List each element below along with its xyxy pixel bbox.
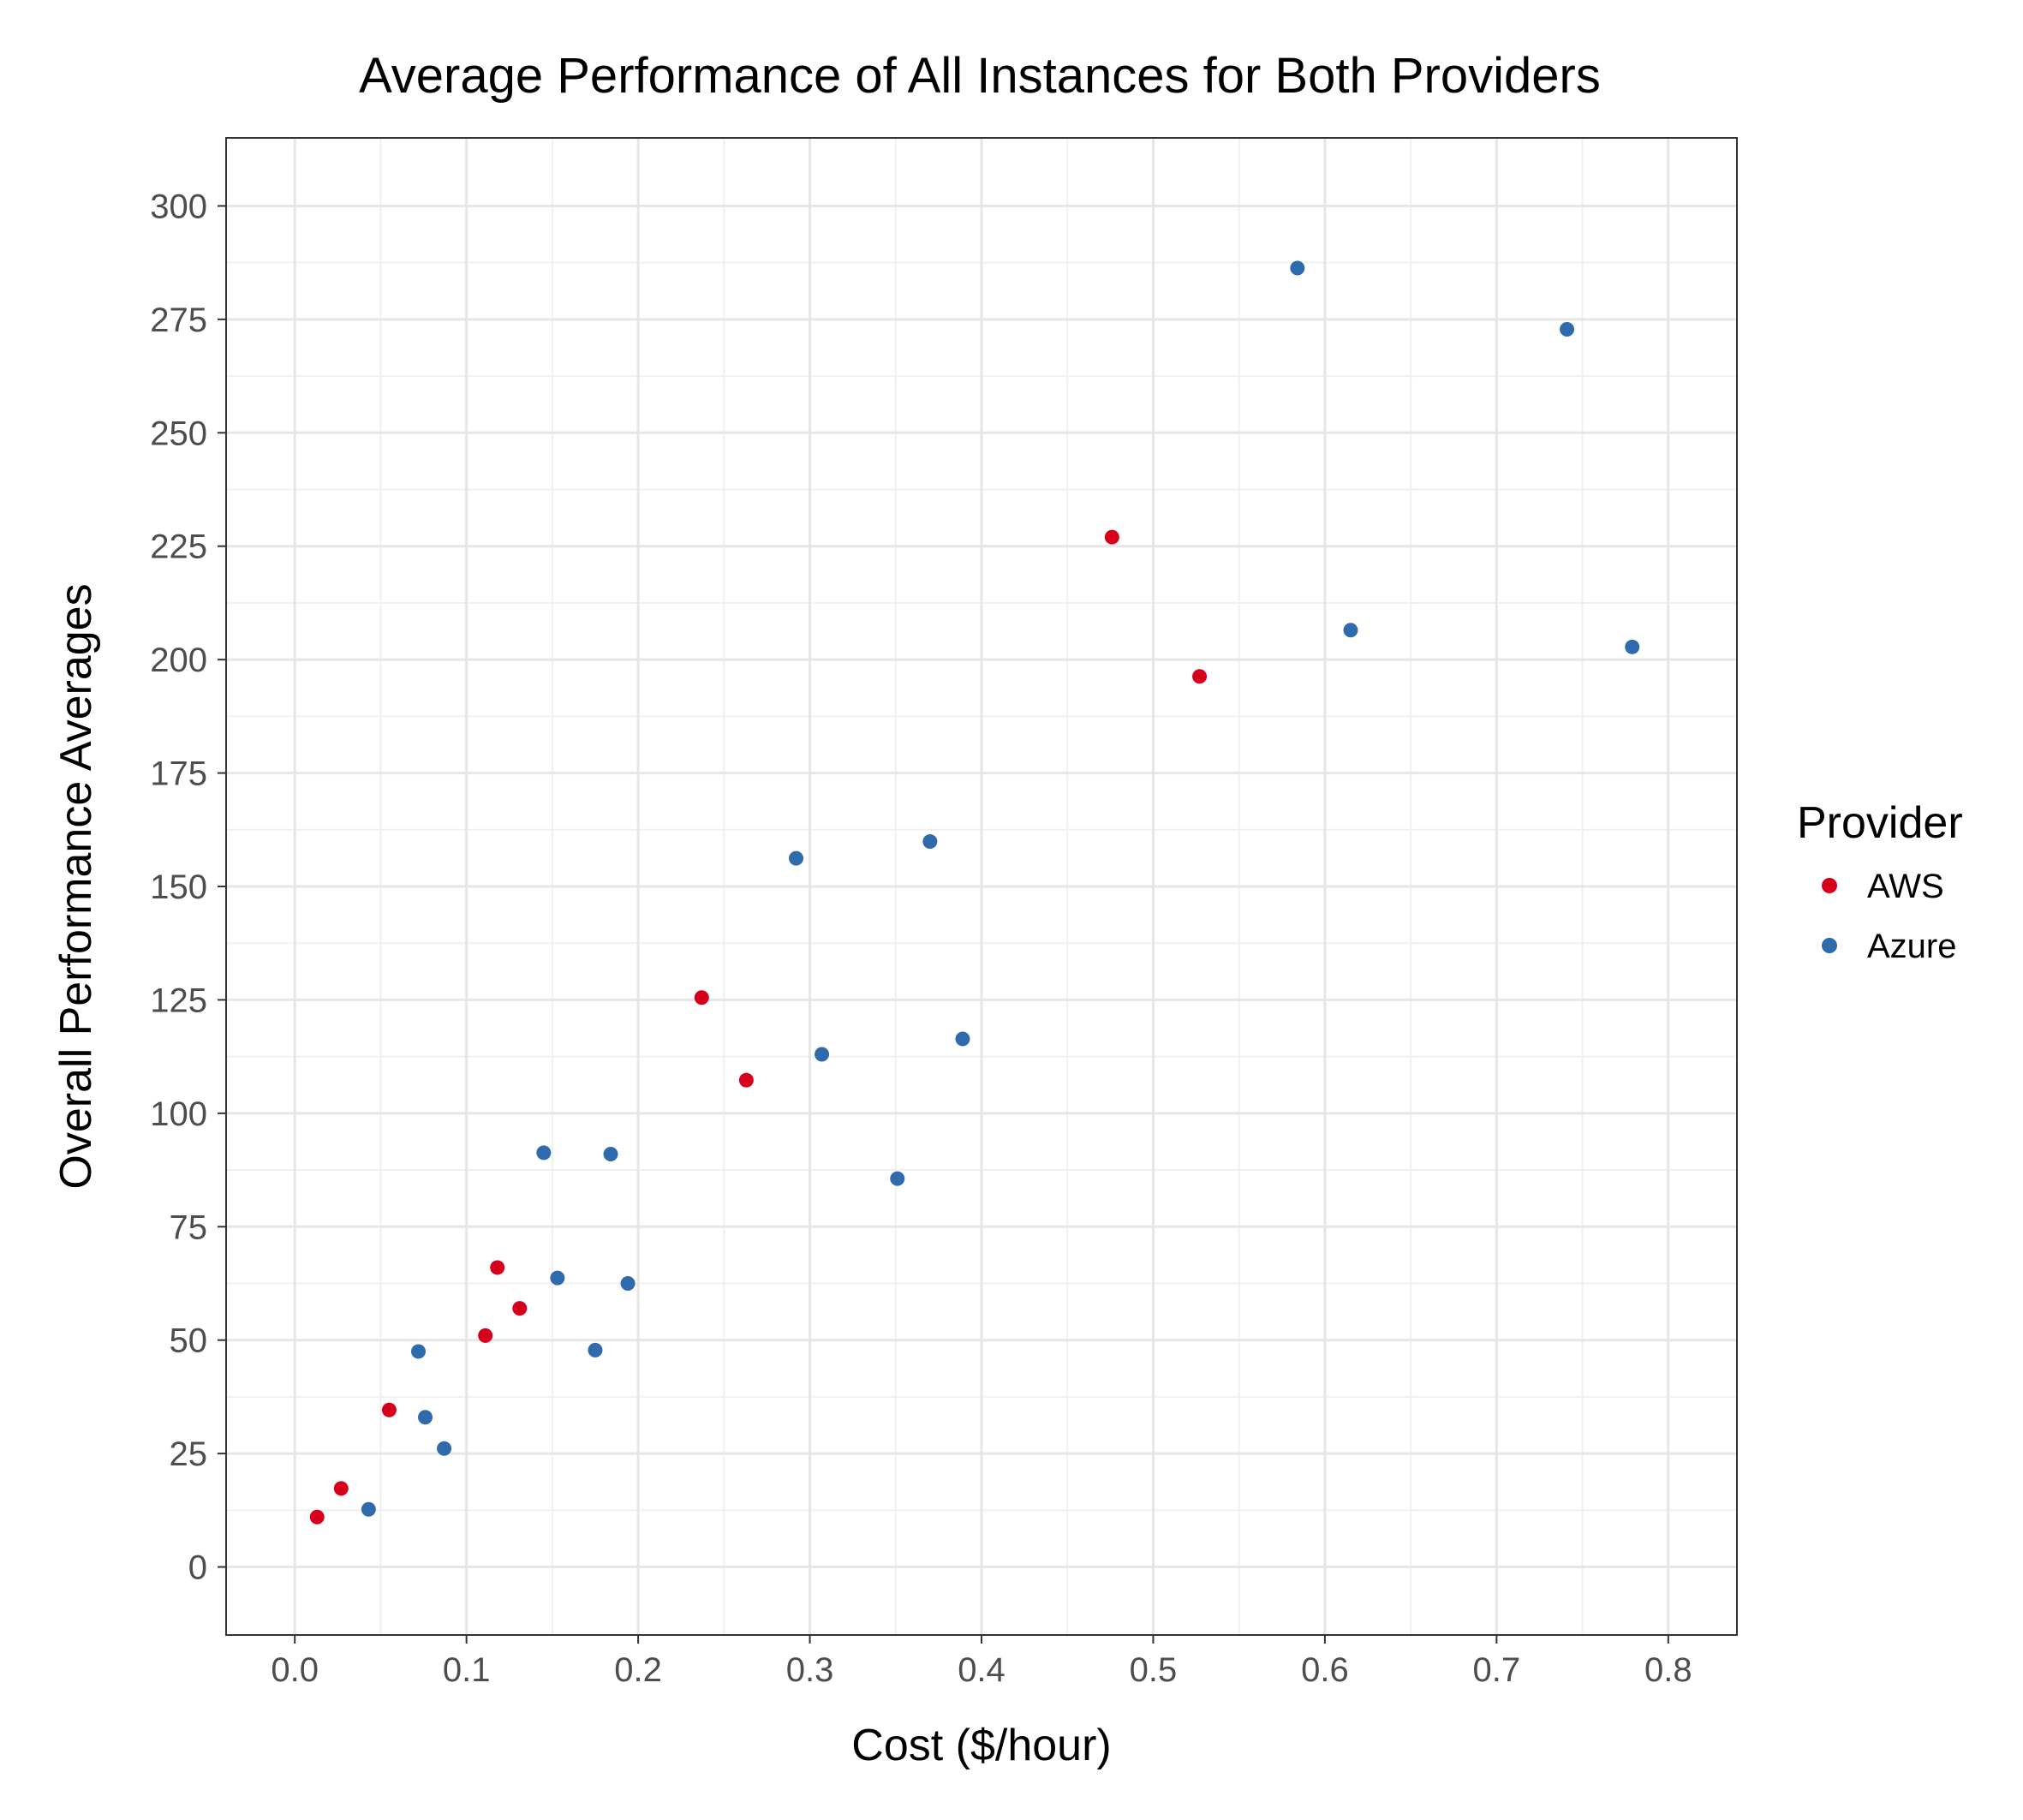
legend-key-aws xyxy=(1822,878,1837,893)
legend-label-azure: Azure xyxy=(1867,928,1957,965)
y-tick-label: 100 xyxy=(150,1095,207,1133)
data-point-azure xyxy=(955,1031,970,1047)
y-axis-title: Overall Performance Averages xyxy=(51,583,101,1189)
x-tick-label: 0.3 xyxy=(786,1651,834,1689)
y-tick-label: 150 xyxy=(150,868,207,906)
x-tick-label: 0.0 xyxy=(271,1651,319,1689)
x-tick-label: 0.8 xyxy=(1644,1651,1692,1689)
data-point-azure xyxy=(411,1344,427,1359)
data-point-azure xyxy=(789,850,804,866)
data-point-azure xyxy=(536,1145,552,1161)
data-point-azure xyxy=(603,1147,618,1162)
data-point-azure xyxy=(815,1047,830,1062)
data-point-azure xyxy=(1625,639,1640,654)
data-point-azure xyxy=(588,1342,603,1358)
x-axis-ticks: 0.0 0.1 0.2 0.3 0.4 0.5 0.6 0.7 0.8 xyxy=(271,1635,1692,1689)
major-gridlines xyxy=(226,138,1737,1635)
x-tick-label: 0.7 xyxy=(1473,1651,1521,1689)
y-tick-label: 225 xyxy=(150,528,207,566)
data-point-aws xyxy=(694,990,709,1005)
data-point-aws xyxy=(512,1301,528,1316)
legend-label-aws: AWS xyxy=(1867,868,1944,905)
chart-title: Average Performance of All Instances for… xyxy=(359,48,1601,104)
y-axis-ticks: 0 25 50 75 100 125 150 175 200 225 250 275 300 xyxy=(150,188,226,1587)
data-point-aws xyxy=(1104,529,1119,545)
data-point-azure xyxy=(550,1270,565,1286)
data-point-azure xyxy=(437,1441,452,1456)
y-tick-label: 50 xyxy=(170,1322,208,1360)
y-tick-label: 250 xyxy=(150,415,207,452)
data-point-azure xyxy=(361,1501,376,1517)
x-tick-label: 0.6 xyxy=(1301,1651,1349,1689)
data-point-azure xyxy=(1290,260,1305,276)
y-tick-label: 0 xyxy=(188,1549,207,1587)
data-point-azure xyxy=(922,834,938,850)
y-tick-label: 175 xyxy=(150,755,207,793)
data-point-aws xyxy=(478,1328,493,1343)
y-tick-label: 75 xyxy=(170,1208,208,1246)
y-tick-label: 125 xyxy=(150,982,207,1019)
data-point-aws xyxy=(333,1481,349,1496)
legend-title: Provider xyxy=(1797,798,1963,848)
data-point-azure xyxy=(620,1275,636,1291)
data-point-aws xyxy=(309,1509,325,1525)
data-points xyxy=(309,260,1640,1525)
legend: Provider AWS Azure xyxy=(1797,798,1963,965)
y-tick-label: 300 xyxy=(150,188,207,225)
x-tick-label: 0.2 xyxy=(614,1651,662,1689)
y-tick-label: 275 xyxy=(150,301,207,339)
data-point-azure xyxy=(1343,623,1358,638)
data-point-aws xyxy=(490,1260,505,1275)
legend-key-azure xyxy=(1822,938,1837,953)
y-tick-label: 200 xyxy=(150,641,207,679)
data-point-azure xyxy=(890,1171,905,1186)
data-point-azure xyxy=(1560,322,1575,337)
x-tick-label: 0.4 xyxy=(958,1651,1006,1689)
data-point-azure xyxy=(418,1410,433,1425)
x-tick-label: 0.5 xyxy=(1130,1651,1178,1689)
x-tick-label: 0.1 xyxy=(443,1651,491,1689)
y-tick-label: 25 xyxy=(170,1435,208,1473)
data-point-aws xyxy=(381,1402,397,1417)
x-axis-title: Cost ($/hour) xyxy=(851,1721,1111,1770)
data-point-aws xyxy=(1192,669,1208,684)
data-point-aws xyxy=(738,1072,754,1088)
